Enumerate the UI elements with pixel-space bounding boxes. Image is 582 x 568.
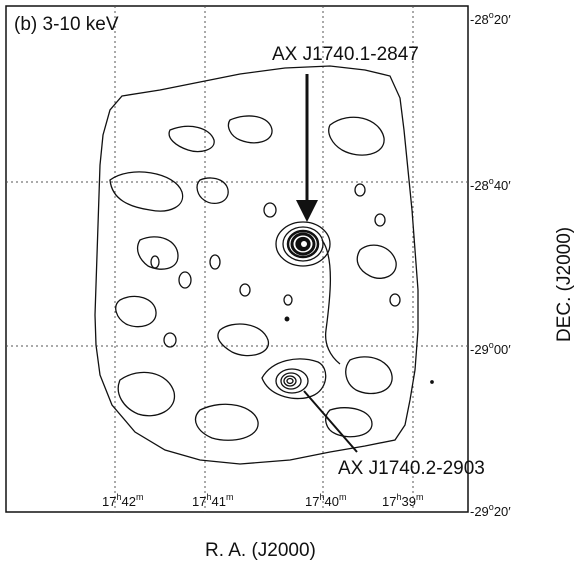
ra-tick-39m: 17h39m [382,492,423,509]
source-label-ax-j1740-1-2847: AX J1740.1-2847 [272,44,419,65]
source-label-ax-j1740-2-2903: AX J1740.2-2903 [338,458,485,479]
pointer-line-ax-j1740-2-2903 [303,390,358,453]
background-contours [109,115,434,441]
dec-tick-labels: -28o20′ -28o40′ -29o00′ -29o20′ [470,10,511,519]
source-arrows [296,74,358,453]
panel-label: (b) 3-10 keV [14,14,119,35]
ra-tick-42m: 17h42m [102,492,143,509]
ra-tick-labels: 17h42m 17h41m 17h40m 17h39m [102,492,423,509]
y-axis-title: DEC. (J2000) [554,227,575,342]
ra-tick-40m: 17h40m [305,492,346,509]
arrowhead-ax-j1740-1-2847 [296,200,318,222]
dec-tick-29-20: -29o20′ [470,502,511,519]
contours-ax-j1740-1-2847 [275,221,331,267]
coordinate-grid [6,6,468,512]
dec-tick-29-00: -29o00′ [470,340,511,357]
plot-frame [5,5,469,513]
x-axis-title: R. A. (J2000) [205,540,316,561]
dec-tick-28-40: -28o40′ [470,176,511,193]
contour-map [94,65,434,465]
dec-tick-28-20: -28o20′ [470,10,511,27]
field-of-view-outline [94,65,419,465]
contours-ax-j1740-2-2903 [261,358,327,400]
ra-tick-41m: 17h41m [192,492,233,509]
